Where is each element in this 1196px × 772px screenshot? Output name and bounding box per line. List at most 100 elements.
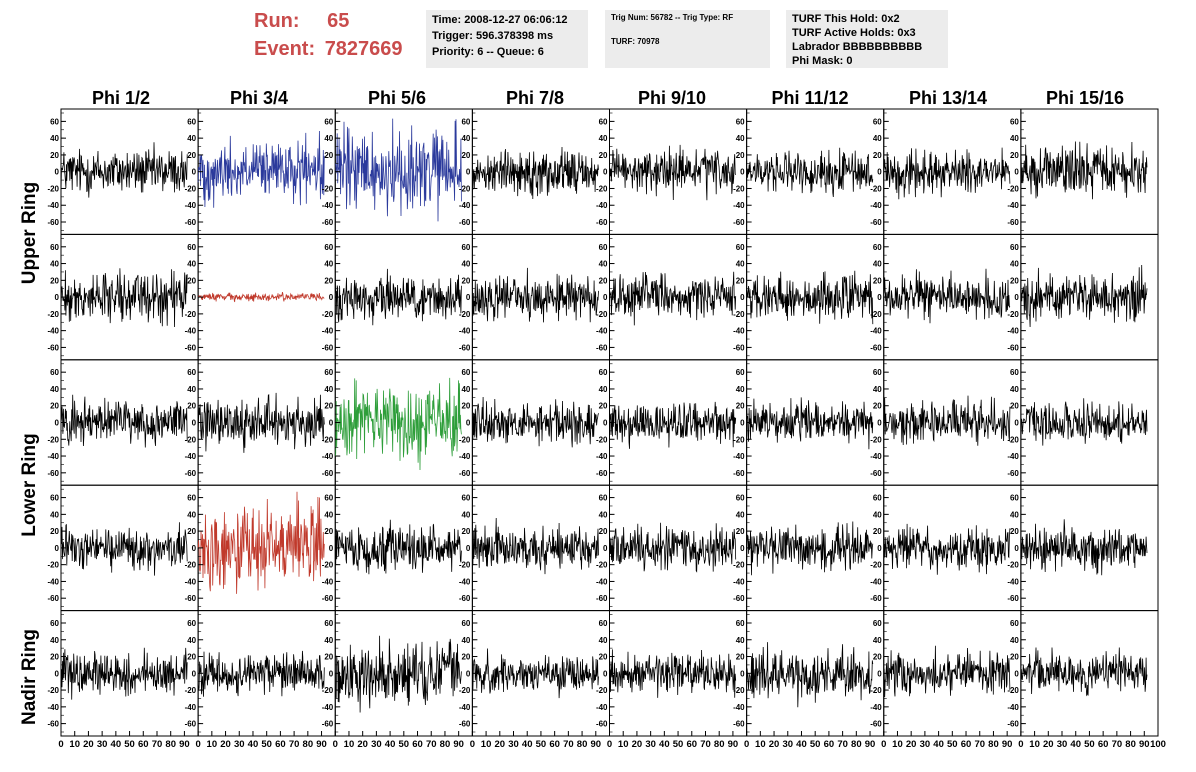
x-tick-label: 10 bbox=[344, 739, 355, 750]
y-tick-label: 60 bbox=[50, 619, 59, 628]
waveform-trace-r3-c0 bbox=[60, 522, 188, 576]
waveform-trace-r3-c3 bbox=[472, 517, 599, 575]
y-tick-label: 20 bbox=[187, 151, 196, 160]
y-tick-label: -60 bbox=[185, 594, 197, 603]
x-tick-label: 90 bbox=[728, 739, 739, 750]
y-tick-label: 20 bbox=[1010, 527, 1019, 536]
y-tick-label: -60 bbox=[185, 343, 197, 352]
y-tick-label: 20 bbox=[461, 653, 470, 662]
y-tick-label: -60 bbox=[1007, 720, 1019, 729]
y-tick-label: -40 bbox=[185, 201, 197, 210]
y-tick-label: -60 bbox=[47, 720, 59, 729]
column-label-phi-1-2: Phi 1/2 bbox=[91, 88, 151, 108]
y-tick-label: -20 bbox=[1007, 435, 1019, 444]
y-tick-label: 40 bbox=[324, 636, 333, 645]
y-tick-label: -20 bbox=[47, 561, 59, 570]
y-tick-label: 20 bbox=[324, 402, 333, 411]
y-tick-label: 60 bbox=[736, 243, 745, 252]
y-tick-label: 40 bbox=[187, 510, 196, 519]
y-tick-label: 60 bbox=[187, 368, 196, 377]
x-tick-label: 50 bbox=[673, 739, 684, 750]
y-tick-label: 20 bbox=[599, 402, 608, 411]
y-tick-label: 20 bbox=[873, 402, 882, 411]
x-tick-label: 40 bbox=[248, 739, 259, 750]
x-tick-label: 70 bbox=[563, 739, 574, 750]
column-label-phi-11-12: Phi 11/12 bbox=[771, 88, 849, 108]
y-tick-label: -60 bbox=[870, 469, 882, 478]
waveform-trace-r1-c4 bbox=[609, 271, 737, 326]
y-tick-label: 40 bbox=[50, 134, 59, 143]
waveform-trace-r4-c6 bbox=[883, 645, 1011, 698]
y-tick-label: -60 bbox=[733, 343, 745, 352]
y-tick-label: 60 bbox=[50, 243, 59, 252]
y-tick-label: 60 bbox=[1010, 494, 1019, 503]
y-tick-label: -40 bbox=[870, 452, 882, 461]
y-tick-label: 0 bbox=[740, 544, 745, 553]
y-tick-label: 60 bbox=[873, 494, 882, 503]
x-tick-label: 80 bbox=[303, 739, 314, 750]
waveform-trace-r1-c7 bbox=[1020, 264, 1148, 328]
y-tick-label: 60 bbox=[324, 368, 333, 377]
info-active-holds: TURF Active Holds: 0x3 bbox=[792, 27, 916, 39]
y-tick-label: -20 bbox=[459, 561, 471, 570]
waveform-trace-r0-c6 bbox=[883, 147, 1011, 200]
y-tick-label: -60 bbox=[322, 594, 334, 603]
x-tick-label: 90 bbox=[179, 739, 190, 750]
x-tick-label: 0 bbox=[744, 739, 749, 750]
y-tick-label: -40 bbox=[459, 577, 471, 586]
y-tick-label: -40 bbox=[322, 577, 334, 586]
y-tick-label: 60 bbox=[736, 494, 745, 503]
y-tick-label: 0 bbox=[329, 168, 334, 177]
y-tick-label: 0 bbox=[603, 419, 608, 428]
y-tick-label: 20 bbox=[50, 527, 59, 536]
x-tick-label: 90 bbox=[316, 739, 327, 750]
x-tick-label: 40 bbox=[111, 739, 122, 750]
x-tick-label: 40 bbox=[522, 739, 533, 750]
y-tick-label: -60 bbox=[459, 720, 471, 729]
info-priority: Priority: 6 -- Queue: 6 bbox=[432, 46, 544, 58]
y-tick-label: -20 bbox=[870, 310, 882, 319]
y-tick-label: -40 bbox=[870, 577, 882, 586]
x-tick-label: 0 bbox=[607, 739, 612, 750]
y-tick-label: -60 bbox=[1007, 594, 1019, 603]
y-tick-label: -20 bbox=[596, 184, 608, 193]
y-tick-label: -40 bbox=[596, 201, 608, 210]
waveform-trace-r0-c5 bbox=[746, 147, 874, 198]
y-tick-label: 60 bbox=[599, 368, 608, 377]
y-tick-label: 20 bbox=[324, 527, 333, 536]
y-tick-label: -60 bbox=[322, 720, 334, 729]
y-tick-label: 0 bbox=[877, 419, 882, 428]
info-labrador: Labrador BBBBBBBBBB bbox=[792, 41, 923, 53]
y-tick-label: 40 bbox=[187, 134, 196, 143]
y-tick-label: 0 bbox=[603, 669, 608, 678]
x-tick-label: 60 bbox=[412, 739, 423, 750]
y-tick-label: 60 bbox=[461, 619, 470, 628]
y-tick-label: 0 bbox=[877, 168, 882, 177]
y-tick-label: 60 bbox=[187, 494, 196, 503]
x-tick-label: 70 bbox=[974, 739, 985, 750]
y-tick-label: 0 bbox=[55, 168, 60, 177]
waveform-trace-r2-c2 bbox=[334, 377, 462, 471]
y-tick-label: 40 bbox=[873, 636, 882, 645]
y-tick-label: 40 bbox=[1010, 134, 1019, 143]
x-tick-label: 90 bbox=[865, 739, 876, 750]
y-tick-label: -60 bbox=[733, 720, 745, 729]
y-tick-label: -60 bbox=[1007, 343, 1019, 352]
y-tick-label: 40 bbox=[461, 385, 470, 394]
x-tick-label: 10 bbox=[481, 739, 492, 750]
y-tick-label: 40 bbox=[1010, 510, 1019, 519]
y-tick-label: -40 bbox=[596, 327, 608, 336]
x-tick-label: 50 bbox=[947, 739, 958, 750]
y-tick-label: 60 bbox=[736, 368, 745, 377]
x-tick-label: 30 bbox=[371, 739, 382, 750]
y-tick-label: -20 bbox=[185, 310, 197, 319]
y-tick-label: 60 bbox=[873, 117, 882, 126]
y-tick-label: 40 bbox=[873, 134, 882, 143]
info-phi-mask: Phi Mask: 0 bbox=[792, 55, 853, 67]
y-tick-label: 0 bbox=[740, 168, 745, 177]
y-tick-label: -40 bbox=[1007, 577, 1019, 586]
y-tick-label: 20 bbox=[50, 653, 59, 662]
waveform-trace-r1-c1 bbox=[197, 291, 325, 303]
waveform-trace-r3-c4 bbox=[609, 522, 737, 573]
